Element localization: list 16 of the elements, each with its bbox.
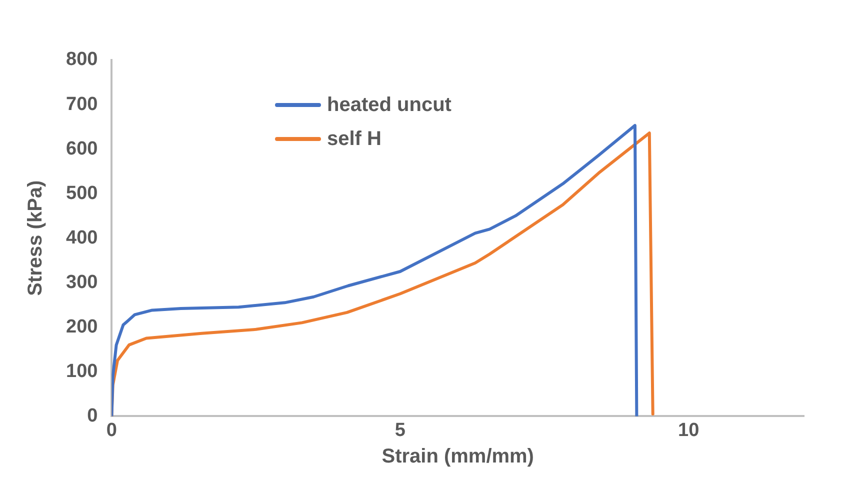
legend-label: self H bbox=[327, 128, 382, 150]
y-tick-label: 600 bbox=[66, 138, 98, 160]
y-tick-label: 300 bbox=[66, 272, 98, 293]
y-tick-label: 700 bbox=[66, 94, 98, 115]
y-tick-label: 100 bbox=[66, 360, 98, 382]
y-tick-label: 200 bbox=[66, 316, 98, 338]
y-axis-title: Stress (kPa) bbox=[24, 180, 47, 296]
x-tick-label: 0 bbox=[106, 420, 117, 441]
y-tick-label: 0 bbox=[87, 405, 98, 426]
legend-label: heated uncut bbox=[327, 94, 452, 116]
y-tick-label: 800 bbox=[66, 49, 98, 70]
x-tick-label: 10 bbox=[678, 420, 700, 441]
y-tick-label: 500 bbox=[66, 182, 98, 204]
x-axis-title: Strain (mm/mm) bbox=[382, 446, 534, 468]
x-tick-label: 5 bbox=[394, 420, 406, 441]
y-tick-label: 400 bbox=[66, 227, 98, 248]
